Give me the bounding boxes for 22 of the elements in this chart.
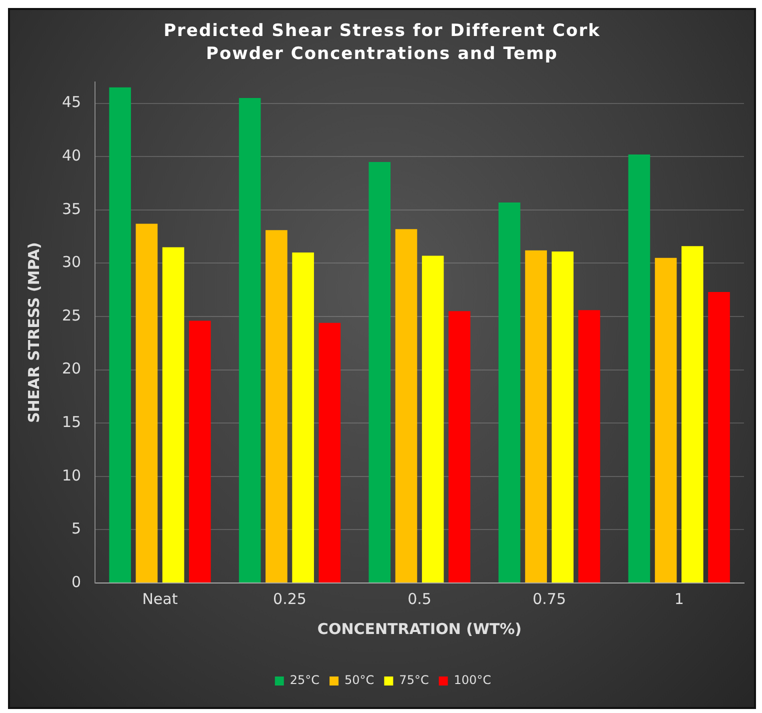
legend-label: 75°C [399,673,429,688]
y-tick-label: 10 [62,466,82,484]
chart-title: Predicted Shear Stress for Different Cork Powder Concentrations and Temp [162,20,602,66]
legend-label: 100°C [454,673,492,688]
y-axis-title: SHEAR STRESS (MPA) [24,242,43,423]
x-tick-label: 0.5 [408,590,432,608]
legend-label: 25°C [290,673,320,688]
y-tick-label: 0 [72,572,82,591]
y-tick-label: 35 [62,200,82,218]
y-tick-label: 5 [72,520,82,538]
y-tick-label: 25 [62,306,82,324]
y-tick-label: 40 [62,146,82,165]
x-tick-label: 1 [674,590,684,608]
x-axis-title: CONCENTRATION (WT%) [317,620,522,638]
x-tick-label: 0.75 [532,590,566,608]
x-tick-label: Neat [142,590,178,608]
y-tick-label: 20 [62,360,82,378]
x-tick-label: 0.25 [273,590,306,608]
y-tick-label: 45 [62,93,82,112]
legend-label: 50°C [344,673,374,688]
y-tick-label: 15 [62,412,82,431]
y-tick-label: 30 [62,253,82,272]
